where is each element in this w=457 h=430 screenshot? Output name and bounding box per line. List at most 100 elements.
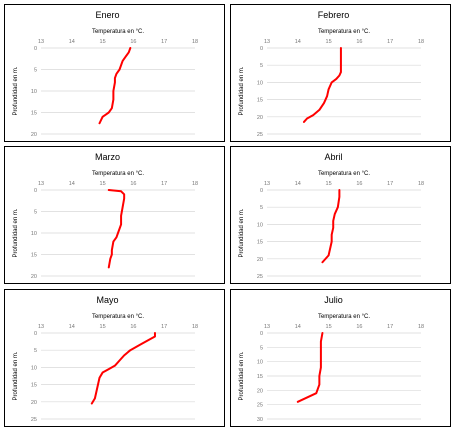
x-tick-label: 17: [387, 324, 393, 330]
y-tick-label: 30: [257, 417, 263, 423]
chart-svg: Marzo Temperatura en °C. Profundidad en m.…: [13, 152, 198, 280]
y-tick-label: 20: [257, 257, 263, 263]
x-tick-label: 13: [38, 181, 44, 187]
chart-title: Febrero: [318, 10, 350, 20]
x-tick-label: 17: [161, 181, 167, 187]
y-tick-label: 5: [260, 63, 263, 69]
y-tick-label: 15: [31, 253, 37, 259]
y-tick-label: 25: [31, 417, 37, 423]
x-tick-label: 18: [192, 324, 198, 330]
x-tick-label: 17: [161, 39, 167, 45]
series-line-1: [98, 47, 132, 125]
y-tick-label: 20: [31, 400, 37, 406]
x-axis-label: Temperatura en °C.: [92, 314, 144, 320]
x-tick-label: 16: [356, 181, 362, 187]
y-tick-label: 10: [257, 222, 263, 228]
x-axis-label: Temperatura en °C.: [92, 171, 144, 177]
x-tick-label: 18: [192, 181, 198, 187]
x-tick-label: 13: [264, 39, 270, 45]
x-tick-label: 14: [69, 181, 75, 187]
y-tick-label: 20: [257, 115, 263, 121]
y-tick-label: 0: [34, 331, 37, 337]
x-tick-label: 16: [130, 39, 136, 45]
x-tick-label: 16: [356, 324, 362, 330]
x-tick-label: 13: [38, 324, 44, 330]
y-tick-label: 25: [257, 403, 263, 409]
series-line-1: [107, 189, 126, 269]
y-tick-label: 10: [31, 231, 37, 237]
y-tick-label: 5: [34, 210, 37, 216]
y-tick-label: 0: [260, 331, 263, 337]
chart-title: Mayo: [96, 295, 118, 305]
series-line-1: [321, 189, 341, 264]
y-tick-label: 15: [257, 374, 263, 380]
y-tick-label: 0: [34, 46, 37, 52]
chart-svg: Abril Temperatura en °C. Profundidad en m.…: [239, 152, 424, 280]
y-tick-label: 15: [31, 111, 37, 117]
series-line-1: [90, 332, 156, 405]
chart-panel-6: Julio Temperatura en °C. Profundidad en m.…: [230, 289, 451, 427]
series-line-1: [296, 332, 324, 403]
x-tick-label: 16: [356, 39, 362, 45]
x-axis-label: Temperatura en °C.: [318, 314, 370, 320]
y-tick-label: 20: [31, 274, 37, 280]
y-tick-label: 0: [260, 188, 263, 194]
x-tick-label: 16: [130, 181, 136, 187]
y-tick-label: 10: [31, 365, 37, 371]
x-tick-label: 15: [326, 181, 332, 187]
chart-title: Enero: [95, 10, 119, 20]
x-tick-label: 15: [100, 39, 106, 45]
chart-title: Marzo: [95, 152, 120, 162]
y-tick-label: 5: [260, 345, 263, 351]
x-axis-label: Temperatura en °C.: [318, 171, 370, 177]
x-tick-label: 15: [326, 324, 332, 330]
x-tick-label: 15: [100, 181, 106, 187]
y-tick-label: 15: [257, 98, 263, 104]
x-tick-label: 18: [418, 181, 424, 187]
y-tick-label: 25: [257, 132, 263, 138]
x-tick-label: 18: [418, 39, 424, 45]
series-line-1: [302, 47, 342, 123]
y-axis-label: Profundidad en m.: [13, 208, 19, 257]
y-axis-label: Profundidad en m.: [239, 208, 245, 257]
x-tick-label: 15: [100, 324, 106, 330]
y-tick-label: 15: [31, 383, 37, 389]
x-tick-label: 13: [38, 39, 44, 45]
chart-panel-2: Febrero Temperatura en °C. Profundidad en …: [230, 4, 451, 142]
y-tick-label: 25: [257, 274, 263, 280]
x-tick-label: 14: [295, 324, 301, 330]
x-tick-label: 14: [295, 181, 301, 187]
y-tick-label: 10: [257, 360, 263, 366]
x-tick-label: 15: [326, 39, 332, 45]
chart-title: Julio: [324, 295, 343, 305]
x-axis-label: Temperatura en °C.: [92, 29, 144, 35]
y-axis-label: Profundidad en m.: [13, 66, 19, 115]
chart-svg: Mayo Temperatura en °C. Profundidad en m. 1…: [13, 295, 198, 423]
y-tick-label: 10: [31, 89, 37, 95]
y-tick-label: 10: [257, 80, 263, 86]
x-tick-label: 17: [387, 39, 393, 45]
y-axis-label: Profundidad en m.: [13, 351, 19, 400]
x-tick-label: 14: [69, 39, 75, 45]
y-tick-label: 20: [257, 388, 263, 394]
x-tick-label: 14: [295, 39, 301, 45]
y-axis-label: Profundidad en m.: [239, 66, 245, 115]
y-tick-label: 15: [257, 240, 263, 246]
chart-panel-5: Mayo Temperatura en °C. Profundidad en m. 1…: [4, 289, 225, 427]
chart-svg: Febrero Temperatura en °C. Profundidad en …: [239, 10, 424, 138]
y-axis-label: Profundidad en m.: [239, 351, 245, 400]
chart-svg: Enero Temperatura en °C. Profundidad en m.…: [13, 10, 198, 138]
chart-svg: Julio Temperatura en °C. Profundidad en m.…: [239, 295, 424, 423]
y-tick-label: 0: [34, 188, 37, 194]
x-tick-label: 18: [192, 39, 198, 45]
chart-panel-3: Marzo Temperatura en °C. Profundidad en m.…: [4, 146, 225, 284]
x-tick-label: 17: [387, 181, 393, 187]
y-tick-label: 5: [34, 68, 37, 74]
y-tick-label: 0: [260, 46, 263, 52]
chart-title: Abril: [324, 152, 342, 162]
y-tick-label: 5: [260, 205, 263, 211]
y-tick-label: 5: [34, 348, 37, 354]
x-tick-label: 13: [264, 324, 270, 330]
y-tick-label: 20: [31, 132, 37, 138]
x-tick-label: 16: [130, 324, 136, 330]
